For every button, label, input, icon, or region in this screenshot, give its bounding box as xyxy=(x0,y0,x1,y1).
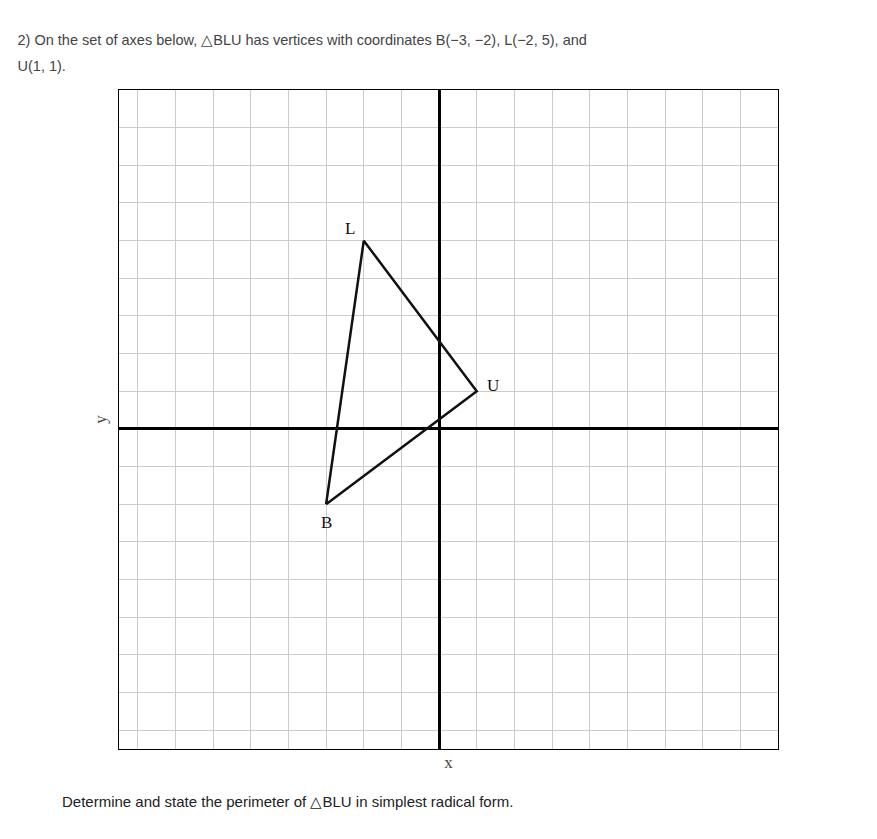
svg-text:B: B xyxy=(321,513,332,532)
svg-text:Determine and state the perime: Determine and state the perimeter of △BL… xyxy=(62,793,513,810)
svg-text:y: y xyxy=(91,415,110,424)
svg-text:U: U xyxy=(487,376,499,395)
svg-text:2) On the set of axes below, △: 2) On the set of axes below, △BLU has ve… xyxy=(18,32,587,48)
svg-text:L: L xyxy=(345,219,355,238)
svg-text:x: x xyxy=(444,753,453,772)
svg-text:U(1, 1).: U(1, 1). xyxy=(18,58,66,74)
